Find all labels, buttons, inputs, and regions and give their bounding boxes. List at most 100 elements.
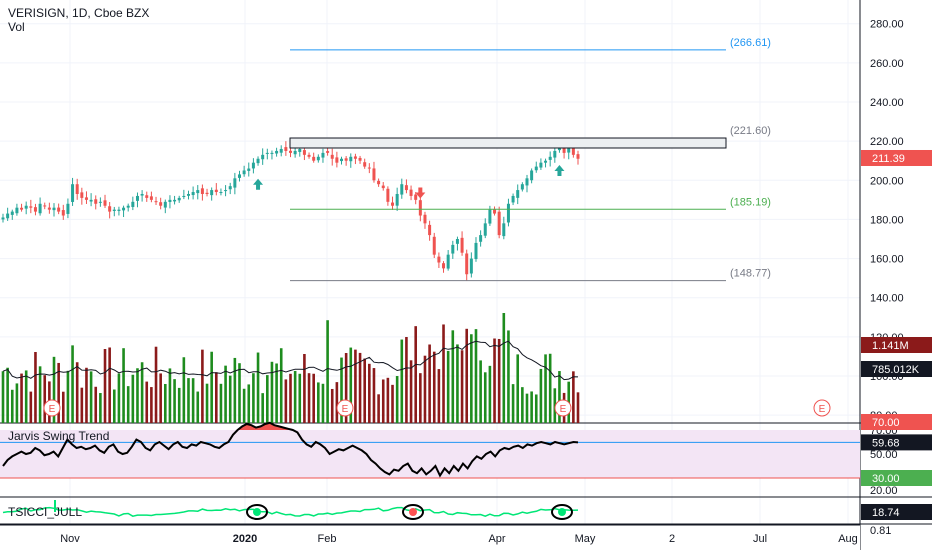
tsicci-signal-dot — [253, 508, 261, 516]
volume-bar — [368, 363, 371, 423]
candle-body — [219, 192, 223, 194]
volume-bar — [6, 367, 9, 423]
volume-bar — [497, 338, 501, 423]
candle-body — [432, 236, 436, 255]
volume-bar — [307, 373, 311, 423]
tsicci-signal-ring — [402, 504, 424, 520]
volume-bar — [284, 379, 288, 423]
volume-bar — [196, 391, 200, 423]
volume-bar — [326, 320, 329, 423]
tsicci-badge-label: 18.74 — [872, 507, 900, 519]
candle-body — [265, 152, 269, 154]
volume-bar — [163, 383, 167, 423]
candle-body — [451, 244, 455, 254]
tsicci-signal-ring — [246, 504, 268, 520]
candle-body — [455, 239, 459, 244]
volume-bar — [511, 384, 515, 423]
volume-bar — [521, 387, 524, 423]
volume-bar — [442, 324, 445, 423]
candle-body — [140, 193, 144, 196]
volume-bar — [247, 384, 251, 423]
candle-body — [571, 145, 575, 155]
candle-body — [423, 214, 427, 224]
candle-body — [562, 145, 566, 153]
volume-bar — [544, 354, 547, 423]
candle-body — [330, 154, 334, 159]
candle-body — [43, 205, 47, 207]
volume-bar — [52, 356, 56, 423]
price-tick-label: 140.00 — [870, 293, 904, 305]
volume-bar — [483, 372, 487, 423]
candle-body — [289, 150, 292, 153]
jarvis-badge — [861, 470, 932, 486]
volume-bar — [1, 371, 5, 423]
candle-body — [344, 158, 348, 161]
volume-bar — [57, 362, 60, 423]
volume-bar — [215, 372, 218, 423]
candle-body — [335, 157, 339, 163]
volume-bar — [140, 362, 144, 423]
candle-body — [428, 224, 432, 236]
candle-body — [224, 190, 228, 192]
volume-bar — [558, 371, 561, 423]
volume-bar — [321, 383, 325, 423]
signal-arrow-up — [554, 165, 565, 177]
candle-body — [89, 199, 93, 202]
candle-body — [312, 156, 316, 161]
candle-body — [530, 170, 534, 181]
volume-bar — [103, 349, 107, 423]
candle-body — [548, 156, 552, 160]
volume-bar — [85, 367, 88, 423]
jarvis-badge-label: 70.00 — [872, 417, 900, 429]
price-tick-label: 200.00 — [870, 175, 904, 187]
candle-body — [1, 217, 5, 220]
candle-body — [182, 195, 186, 198]
candle-body — [386, 188, 390, 202]
volume-bar — [24, 370, 28, 423]
volume-badge — [861, 361, 932, 377]
candle-body — [135, 195, 139, 201]
candle-body — [38, 203, 42, 214]
volume-bar — [191, 378, 195, 423]
candle-body — [284, 147, 288, 151]
volume-bar — [372, 368, 376, 423]
volume-bar — [405, 337, 408, 423]
earnings-marker: E — [43, 399, 61, 417]
earnings-marker-label: E — [342, 404, 349, 415]
candle-body — [163, 201, 167, 208]
candle-body — [173, 199, 177, 202]
candle-body — [149, 196, 153, 200]
candle-body — [33, 207, 37, 212]
volume-bar — [238, 363, 241, 423]
resistance-zone — [289, 137, 727, 149]
candle-body — [442, 263, 446, 269]
candle-body — [493, 209, 497, 214]
candle-body — [479, 235, 483, 242]
volume-bar — [289, 373, 292, 423]
jarvis-band — [0, 430, 860, 478]
candle-body — [196, 190, 200, 194]
volume-bar — [303, 353, 306, 423]
candle-body — [29, 206, 33, 208]
candle-body — [367, 167, 371, 169]
volume-bar — [154, 346, 158, 423]
volume-bar — [99, 393, 102, 423]
candle-body — [391, 202, 395, 206]
volume-bar — [261, 393, 264, 423]
volume-bar — [94, 386, 98, 423]
candle-body — [353, 156, 357, 159]
volume-bar — [187, 378, 190, 423]
volume-bar — [493, 338, 496, 423]
volume-bar — [10, 389, 14, 423]
candle-body — [511, 195, 515, 203]
volume-bar — [38, 366, 42, 423]
volume-bar — [266, 375, 269, 423]
candle-body — [112, 209, 116, 211]
signal-arrow-down — [415, 187, 426, 199]
tsicci-signal-ring — [551, 504, 573, 520]
time-tick-label: 2020 — [233, 533, 257, 545]
candle-body — [483, 223, 487, 236]
candle-body — [469, 258, 473, 274]
candle-body — [186, 193, 190, 196]
